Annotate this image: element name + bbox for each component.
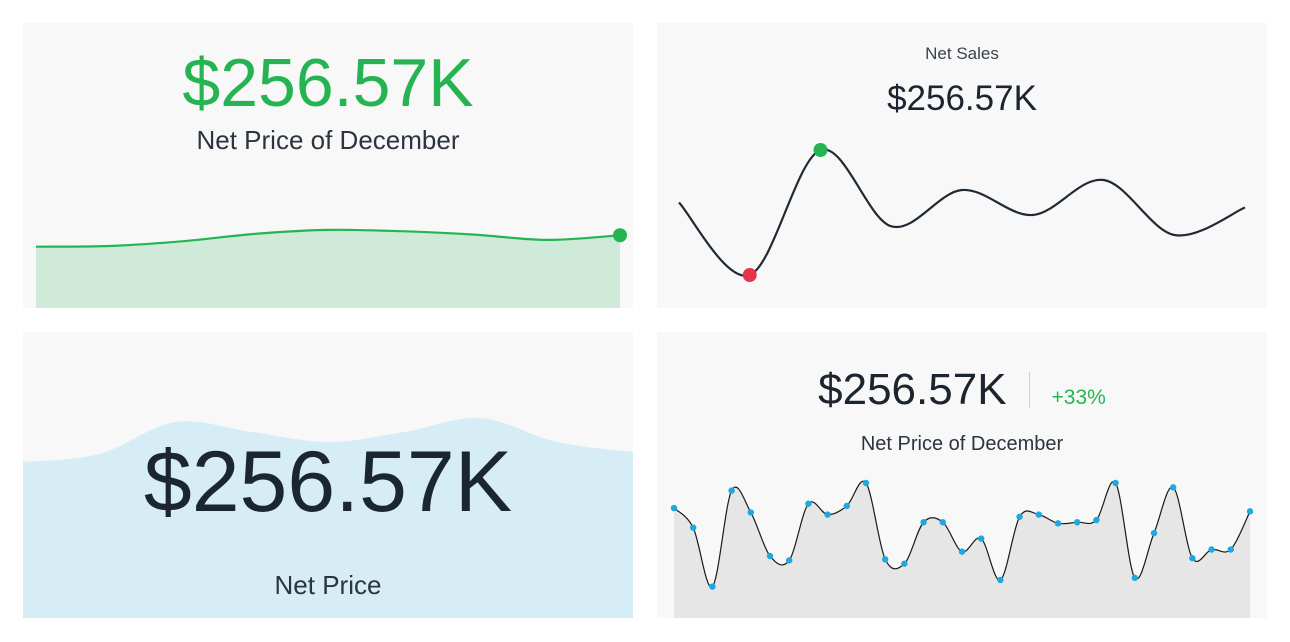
data-point [843, 502, 850, 510]
change-badge: +33% [1051, 386, 1106, 409]
net-price-points-chart [670, 479, 1254, 618]
card-value: $256.57K [818, 365, 1007, 414]
data-point [766, 552, 774, 560]
net-price-change-card: $256.57K +33% Net Price of December [657, 332, 1267, 618]
min-point-marker [742, 268, 757, 282]
net-price-card: $256.57K Net Price [23, 332, 633, 618]
trend-line [35, 228, 621, 248]
data-point [709, 583, 716, 590]
data-point [882, 556, 889, 563]
data-point [1035, 511, 1042, 518]
points-area [674, 481, 1250, 618]
sales-line [678, 148, 1246, 277]
data-point [862, 479, 870, 487]
net-price-wave-chart [23, 417, 633, 618]
data-point [978, 535, 985, 542]
card-label: Net Price [274, 570, 382, 600]
data-point [1170, 484, 1177, 491]
value-row: $256.57K +33% [657, 362, 1267, 418]
data-point [1054, 520, 1062, 527]
data-point [1246, 508, 1254, 515]
data-point [786, 557, 793, 564]
trend-area [36, 229, 620, 308]
net-price-trend-chart [35, 228, 627, 308]
data-point [747, 509, 754, 516]
data-point [1131, 574, 1138, 582]
wave-area [23, 417, 633, 618]
card-value: $256.57K [887, 79, 1037, 118]
data-point [1208, 546, 1215, 553]
divider [1028, 372, 1030, 408]
card-label: Net Price of December [196, 125, 460, 155]
data-point [670, 504, 678, 512]
max-point-marker [813, 143, 828, 157]
data-point [824, 511, 831, 518]
data-point [1150, 529, 1158, 537]
data-point [1093, 516, 1100, 524]
data-point [997, 576, 1004, 584]
data-point [958, 548, 966, 555]
data-point [1227, 546, 1234, 553]
data-point [1074, 519, 1081, 526]
data-point [805, 500, 812, 507]
data-point [1112, 479, 1119, 487]
card-label: Net Sales [925, 44, 999, 63]
card-value: $256.57K [143, 434, 513, 530]
data-point [939, 519, 946, 526]
card-label: Net Price of December [860, 433, 1064, 455]
net-sales-line-chart [678, 143, 1246, 282]
data-point [901, 560, 908, 567]
data-point [1189, 555, 1196, 562]
data-point [728, 487, 735, 494]
card-value: $256.57K [182, 45, 474, 121]
data-point [690, 524, 697, 531]
net-sales-card: Net Sales $256.57K [657, 23, 1267, 308]
net-price-december-card: $256.57K Net Price of December [23, 23, 633, 308]
data-point [1016, 513, 1023, 520]
last-point-marker [613, 228, 627, 243]
data-point [920, 519, 927, 526]
